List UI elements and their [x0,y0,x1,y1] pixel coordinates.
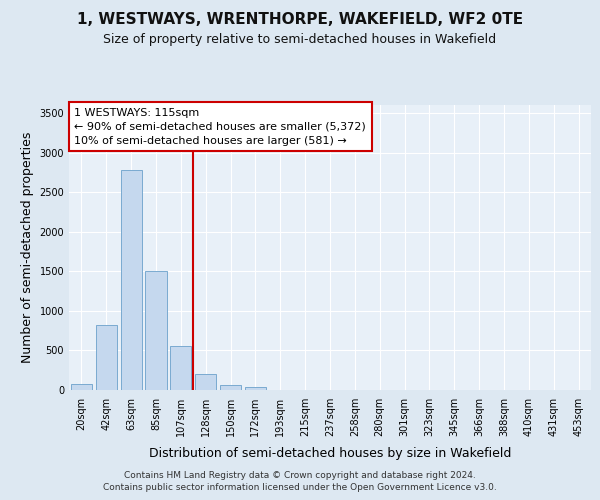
Text: 1, WESTWAYS, WRENTHORPE, WAKEFIELD, WF2 0TE: 1, WESTWAYS, WRENTHORPE, WAKEFIELD, WF2 … [77,12,523,28]
Bar [145,271,167,390]
Text: 1 WESTWAYS: 115sqm
← 90% of semi-detached houses are smaller (5,372)
10% of semi: 1 WESTWAYS: 115sqm ← 90% of semi-detache… [74,108,366,146]
Y-axis label: Number of semi-detached properties: Number of semi-detached properties [21,132,34,363]
Bar [71,384,92,390]
Text: Contains HM Land Registry data © Crown copyright and database right 2024.
Contai: Contains HM Land Registry data © Crown c… [103,471,497,492]
Bar [195,374,216,390]
Bar [96,325,117,390]
Text: Size of property relative to semi-detached houses in Wakefield: Size of property relative to semi-detach… [103,32,497,46]
X-axis label: Distribution of semi-detached houses by size in Wakefield: Distribution of semi-detached houses by … [149,448,511,460]
Bar [245,387,266,390]
Bar [220,385,241,390]
Bar [121,170,142,390]
Bar [170,346,191,390]
